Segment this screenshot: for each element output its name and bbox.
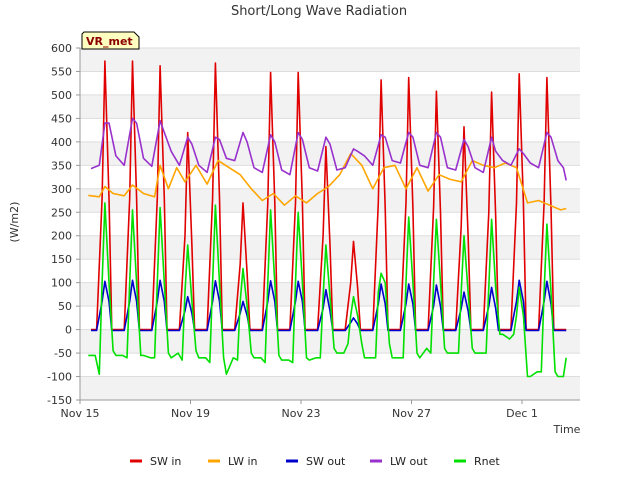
y-tick-label: 600 [51,42,72,55]
series-line-lw-in [88,152,567,211]
x-tick-label: Nov 19 [171,407,210,420]
y-tick-label: 350 [51,159,72,172]
y-tick-label: -50 [54,347,72,360]
series-layer [88,60,567,378]
x-tick-labels: Nov 15 Nov 19 Nov 23 Nov 27 Dec 1 [61,400,538,420]
x-tick-label: Dec 1 [506,407,538,420]
y-tick-label: 50 [58,300,72,313]
grid-band [80,188,580,213]
y-tick-label: 300 [51,183,72,196]
grid-bands [80,48,580,400]
y-tick-label: 450 [51,112,72,125]
grid-band [80,376,580,400]
site-badge: VR_met [81,31,140,50]
grid-band [80,329,580,354]
x-tick-label: Nov 27 [392,407,431,420]
legend-label: LW out [390,455,428,468]
legend-label: Rnet [474,455,500,468]
series-line-lw-out [90,117,567,181]
chart-title: Short/Long Wave Radiation [231,4,407,19]
legend-label: SW in [150,455,181,468]
series-line-rnet [88,202,567,378]
legend-label: LW in [228,455,258,468]
site-badge-label: VR_met [86,35,133,48]
grid-band [80,141,580,166]
x-tick-label: Nov 23 [282,407,321,420]
grid-band [80,94,580,119]
y-tick-label: 200 [51,230,72,243]
y-tick-label: -150 [47,394,72,407]
y-tick-label: 100 [51,277,72,290]
y-tick-label: 150 [51,253,72,266]
legend-label: SW out [306,455,346,468]
site-badge-box [81,31,140,50]
y-tick-label: 250 [51,206,72,219]
legend-item: SW in [130,455,181,468]
legend-item: LW out [370,455,428,468]
legend-item: LW in [208,455,258,468]
legend-item: Rnet [454,455,500,468]
legend: SW in LW in SW out LW out Rnet [130,455,500,468]
grid-band [80,48,580,72]
y-axis-label: (W/m2) [8,202,21,243]
y-tick-label: 500 [51,89,72,102]
y-tick-label: -100 [47,371,72,384]
y-tick-label: 0 [65,324,72,337]
y-tick-label: 550 [51,65,72,78]
x-tick-label: Nov 15 [61,407,100,420]
legend-item: SW out [286,455,346,468]
x-axis-label: Time [553,423,581,436]
y-tick-label: 400 [51,136,72,149]
y-tick-labels: -150 -100 -50 0 50 100 150 200 250 300 350 400 450 50… [47,42,80,407]
